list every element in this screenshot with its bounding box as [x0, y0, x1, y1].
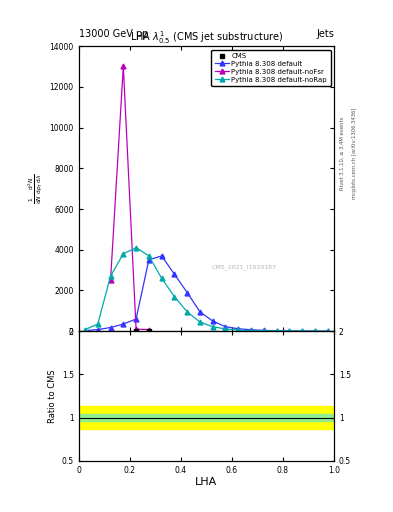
- Title: LHA $\lambda^{1}_{0.5}$ (CMS jet substructure): LHA $\lambda^{1}_{0.5}$ (CMS jet substru…: [130, 29, 283, 46]
- Pythia 8.308 default: [223, 324, 228, 330]
- Pythia 8.308 default-noRap: [108, 273, 113, 279]
- X-axis label: LHA: LHA: [195, 477, 217, 487]
- Pythia 8.308 default: [172, 271, 177, 278]
- Pythia 8.308 default-noRap: [325, 328, 330, 334]
- Pythia 8.308 default-noRap: [210, 324, 215, 330]
- Pythia 8.308 default-noRap: [312, 328, 317, 334]
- Pythia 8.308 default-noRap: [83, 327, 87, 333]
- Pythia 8.308 default: [274, 328, 279, 334]
- Pythia 8.308 default-noRap: [274, 328, 279, 334]
- Pythia 8.308 default-noRap: [147, 253, 151, 259]
- Pythia 8.308 default-noRap: [249, 328, 253, 334]
- Pythia 8.308 default-noFsr: [147, 327, 151, 333]
- Y-axis label: $\frac{1}{\mathrm{d}N}\,\frac{\mathrm{d}^2N}{\mathrm{d}p_T\,\mathrm{d}\lambda}$: $\frac{1}{\mathrm{d}N}\,\frac{\mathrm{d}…: [27, 173, 45, 204]
- Text: CMS_2021_I1920187: CMS_2021_I1920187: [211, 265, 276, 270]
- CMS: [147, 328, 151, 334]
- Pythia 8.308 default-noRap: [172, 293, 177, 300]
- Line: CMS: CMS: [134, 328, 151, 333]
- Pythia 8.308 default-noRap: [185, 309, 189, 315]
- Pythia 8.308 default-noFsr: [108, 277, 113, 283]
- Line: Pythia 8.308 default-noFsr: Pythia 8.308 default-noFsr: [108, 64, 151, 332]
- Pythia 8.308 default: [83, 328, 87, 334]
- Text: Jets: Jets: [316, 29, 334, 39]
- Bar: [79, 407, 334, 429]
- Pythia 8.308 default: [300, 328, 305, 334]
- Pythia 8.308 default-noFsr: [121, 63, 126, 70]
- Pythia 8.308 default: [325, 328, 330, 334]
- Pythia 8.308 default-noRap: [236, 327, 241, 333]
- Text: mcplots.cern.ch [arXiv:1306.3436]: mcplots.cern.ch [arXiv:1306.3436]: [352, 108, 357, 199]
- Pythia 8.308 default: [236, 326, 241, 332]
- Text: Rivet 3.1.10, ≥ 3.4M events: Rivet 3.1.10, ≥ 3.4M events: [340, 117, 345, 190]
- Pythia 8.308 default: [198, 309, 202, 315]
- Pythia 8.308 default: [95, 327, 100, 333]
- Bar: [79, 414, 334, 421]
- Pythia 8.308 default: [210, 318, 215, 324]
- Line: Pythia 8.308 default-noRap: Pythia 8.308 default-noRap: [83, 245, 330, 334]
- Pythia 8.308 default: [147, 257, 151, 263]
- Pythia 8.308 default: [121, 321, 126, 327]
- Y-axis label: Ratio to CMS: Ratio to CMS: [48, 369, 57, 423]
- Legend: CMS, Pythia 8.308 default, Pythia 8.308 default-noFsr, Pythia 8.308 default-noRa: CMS, Pythia 8.308 default, Pythia 8.308 …: [211, 50, 331, 86]
- Pythia 8.308 default-noRap: [300, 328, 305, 334]
- Text: 13000 GeV pp: 13000 GeV pp: [79, 29, 148, 39]
- CMS: [134, 328, 138, 334]
- Pythia 8.308 default: [159, 253, 164, 259]
- Pythia 8.308 default: [134, 316, 138, 322]
- Pythia 8.308 default-noRap: [121, 251, 126, 257]
- Pythia 8.308 default: [249, 327, 253, 333]
- Pythia 8.308 default: [312, 328, 317, 334]
- Pythia 8.308 default-noRap: [159, 275, 164, 281]
- Pythia 8.308 default: [185, 289, 189, 295]
- Pythia 8.308 default-noRap: [287, 328, 292, 334]
- Pythia 8.308 default-noRap: [134, 245, 138, 251]
- Pythia 8.308 default-noRap: [261, 328, 266, 334]
- Line: Pythia 8.308 default: Pythia 8.308 default: [83, 253, 330, 334]
- Pythia 8.308 default: [261, 327, 266, 333]
- Pythia 8.308 default: [287, 328, 292, 334]
- Pythia 8.308 default-noFsr: [134, 326, 138, 332]
- Pythia 8.308 default-noRap: [198, 319, 202, 325]
- Pythia 8.308 default: [108, 325, 113, 331]
- Pythia 8.308 default-noRap: [95, 321, 100, 327]
- Pythia 8.308 default-noRap: [223, 326, 228, 332]
